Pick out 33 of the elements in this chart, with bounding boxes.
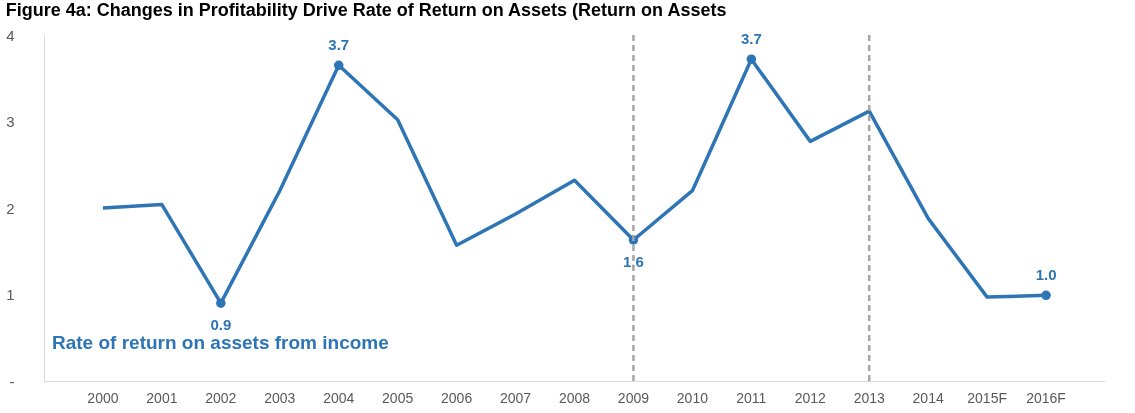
x-tick-label: 2016F xyxy=(1026,389,1066,406)
x-tick-label: 2002 xyxy=(205,389,237,406)
point xyxy=(333,60,344,71)
x-tick-label: 2003 xyxy=(264,389,296,406)
x-tick-label: 2011 xyxy=(736,389,767,406)
series-label: Rate of return on assets from income xyxy=(52,332,389,353)
x-tick-label: 2007 xyxy=(499,389,532,406)
x-tick-label: 2012 xyxy=(794,389,827,406)
point xyxy=(746,54,757,64)
y-tick-label: 2 xyxy=(6,199,15,217)
point xyxy=(1041,290,1051,301)
y-tick-label: 3 xyxy=(6,113,15,130)
data-label: 1.6 xyxy=(623,253,644,271)
data-label: 3.7 xyxy=(740,30,762,48)
y-tick-label: 1 xyxy=(6,286,15,303)
x-tick-label: 2009 xyxy=(617,389,650,406)
x-tick-label: 2001 xyxy=(146,389,178,406)
x-tick-label: 2008 xyxy=(558,389,591,406)
chart-title: Figure 4a: Changes in Profitability Drive Rate of Return on Assets (Return on Assets xyxy=(5,0,727,20)
x-tick-label: 2010 xyxy=(676,389,709,406)
x-tick-label: 2006 xyxy=(441,389,473,406)
y-tick-label: 4 xyxy=(6,26,15,44)
x-tick-label: 2004 xyxy=(323,389,355,406)
point xyxy=(216,298,226,308)
y-tick-label: - xyxy=(9,372,15,390)
data-label: 3.7 xyxy=(328,36,350,54)
x-tick-label: 2015F xyxy=(967,389,1007,406)
x-tick-label: 2000 xyxy=(87,389,119,406)
x-tick-label: 2005 xyxy=(382,389,414,406)
data-label: 1.0 xyxy=(1035,266,1057,284)
x-tick-label: 2014 xyxy=(912,389,944,406)
data-label: 0.9 xyxy=(210,316,232,334)
x-tick-label: 2013 xyxy=(853,389,885,406)
